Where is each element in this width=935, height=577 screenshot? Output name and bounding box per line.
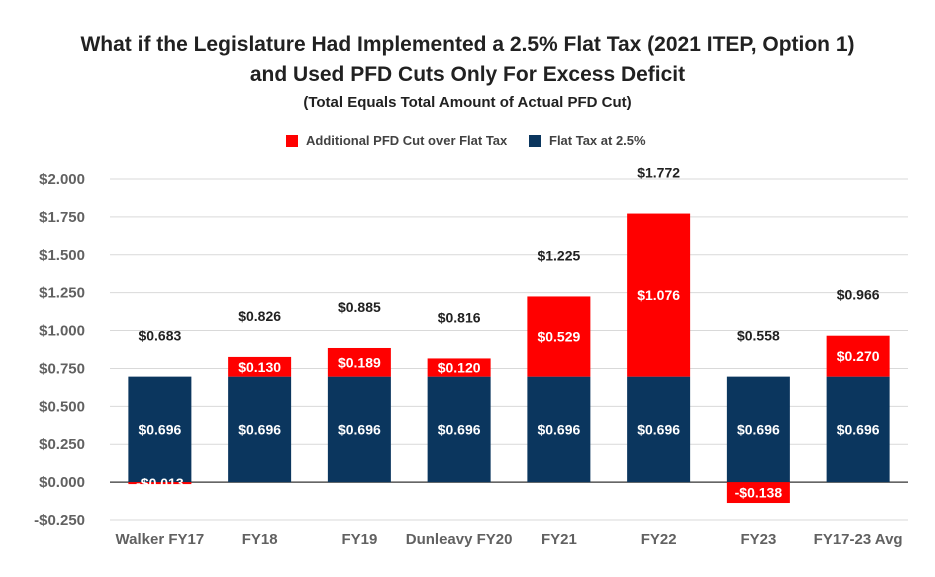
bar-additional-pfd-cut (228, 356, 292, 377)
data-label-flat-tax: $0.696 (238, 421, 281, 437)
x-tick-label: Walker FY17 (116, 531, 205, 548)
bar-flat-tax (527, 376, 591, 483)
data-label-flat-tax: $0.696 (338, 421, 381, 437)
bar-flat-tax (128, 376, 192, 483)
bar-additional-pfd-cut (627, 213, 691, 377)
y-tick-label: $0.000 (39, 474, 85, 491)
bar-flat-tax (327, 376, 391, 483)
data-label-additional-pfd-cut: -$0.013 (136, 475, 184, 491)
chart-subtitle: (Total Equals Total Amount of Actual PFD… (303, 94, 632, 111)
data-label-total: $0.816 (438, 309, 481, 325)
bar-flat-tax (627, 376, 691, 483)
chart-title-line2: and Used PFD Cuts Only For Excess Defici… (249, 63, 686, 86)
bar-flat-tax (826, 376, 890, 483)
data-label-additional-pfd-cut: $0.189 (338, 354, 381, 370)
bar-flat-tax (228, 376, 292, 483)
bar-additional-pfd-cut (826, 335, 890, 377)
y-tick-label: $1.500 (39, 247, 85, 264)
x-tick-label: FY19 (341, 531, 377, 548)
data-label-flat-tax: $0.696 (837, 421, 880, 437)
data-label-additional-pfd-cut: $0.270 (837, 348, 880, 364)
data-label-total: $0.558 (737, 328, 780, 344)
data-label-additional-pfd-cut: $0.120 (438, 360, 481, 376)
y-tick-label: $1.250 (39, 285, 85, 302)
data-label-flat-tax: $0.696 (138, 421, 181, 437)
data-label-total: $1.225 (537, 247, 580, 263)
bar-additional-pfd-cut (527, 296, 591, 377)
y-tick-label: $1.750 (39, 209, 85, 226)
y-tick-label: $1.000 (39, 323, 85, 340)
data-label-total: $0.885 (338, 299, 381, 315)
y-tick-label: $0.250 (39, 436, 85, 453)
x-tick-label: FY21 (541, 531, 577, 548)
x-tick-label: FY17-23 Avg (814, 531, 903, 548)
legend-swatch-red (286, 134, 298, 147)
y-tick-label: $2.000 (39, 171, 85, 188)
data-label-total: $0.966 (837, 287, 880, 303)
data-label-total: $0.683 (138, 328, 181, 344)
x-tick-label: FY23 (740, 531, 776, 548)
legend-item-additional-pfd-cut: Additional PFD Cut over Flat Tax (286, 133, 507, 148)
x-tick-label: FY18 (242, 531, 278, 548)
legend-item-flat-tax: Flat Tax at 2.5% (529, 133, 646, 148)
bar-additional-pfd-cut (726, 482, 790, 504)
data-label-additional-pfd-cut: $0.529 (537, 329, 580, 345)
chart-title: What if the Legislature Had Implemented … (80, 33, 855, 56)
y-tick-label: -$0.250 (34, 512, 85, 529)
bar-additional-pfd-cut (327, 347, 391, 377)
data-label-flat-tax: $0.696 (737, 421, 780, 437)
legend-label: Additional PFD Cut over Flat Tax (306, 133, 508, 148)
x-tick-label: FY22 (641, 531, 677, 548)
bar-additional-pfd-cut (128, 482, 192, 485)
bar-flat-tax (726, 376, 790, 483)
data-label-additional-pfd-cut: -$0.138 (735, 485, 783, 501)
data-label-flat-tax: $0.696 (537, 421, 580, 437)
data-label-total: $0.826 (238, 308, 281, 324)
y-tick-label: $0.750 (39, 360, 85, 377)
data-label-total: $1.772 (637, 165, 680, 181)
data-label-additional-pfd-cut: $0.130 (238, 359, 281, 375)
y-tick-label: $0.500 (39, 398, 85, 415)
bar-flat-tax (427, 376, 491, 483)
bar-additional-pfd-cut (427, 358, 491, 377)
data-label-additional-pfd-cut: $1.076 (637, 287, 680, 303)
data-label-flat-tax: $0.696 (438, 421, 481, 437)
legend-swatch-navy (529, 134, 541, 147)
legend-label: Flat Tax at 2.5% (549, 133, 646, 148)
data-label-flat-tax: $0.696 (637, 421, 680, 437)
x-tick-label: Dunleavy FY20 (406, 531, 513, 548)
